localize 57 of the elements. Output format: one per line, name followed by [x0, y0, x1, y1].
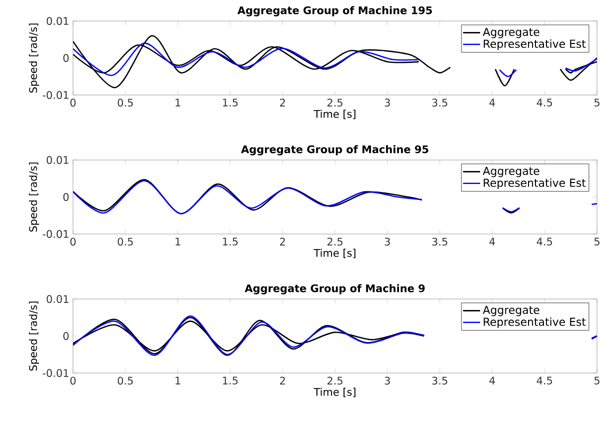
- x-tick-label: 2: [280, 98, 285, 106]
- x-tick-label: 4: [489, 238, 495, 246]
- x-tick-label: 0.5: [118, 238, 133, 246]
- chart-title: Aggregate Group of Machine 95: [241, 145, 428, 156]
- x-tick-label: 1.5: [223, 376, 238, 384]
- chart-title: Aggregate Group of Machine 195: [237, 6, 432, 16]
- legend-label: Aggregate: [482, 306, 540, 316]
- x-tick-label: 0: [70, 238, 76, 246]
- y-tick-label: 0.01: [46, 156, 68, 164]
- y-axis-title: Speed [rad/s]: [28, 162, 40, 232]
- y-tick-label: 0: [63, 193, 69, 201]
- y-axis-title: Speed [rad/s]: [28, 302, 40, 371]
- x-tick-label: 2: [280, 376, 285, 384]
- x-axis-title: Time [s]: [314, 110, 356, 120]
- x-tick-label: 2.5: [327, 98, 342, 107]
- x-tick-label: 3.5: [432, 98, 448, 107]
- x-tick-label: 4.5: [536, 376, 552, 384]
- x-tick-label: 3: [384, 376, 390, 385]
- x-tick-label: 2.5: [327, 376, 342, 385]
- x-tick-label: 0: [70, 98, 76, 107]
- y-tick-label: 0.01: [46, 17, 68, 25]
- x-tick-label: 3.5: [432, 376, 448, 385]
- x-tick-label: 1: [176, 376, 180, 384]
- x-tick-label: 4: [489, 376, 495, 384]
- x-tick-label: 0: [70, 376, 76, 385]
- legend-label: Representative Est: [484, 317, 586, 328]
- legend-label: Aggregate: [482, 28, 540, 38]
- x-tick-label: 5: [594, 238, 600, 246]
- y-tick-label: -0.01: [42, 91, 68, 99]
- y-tick-label: -0.01: [42, 230, 68, 238]
- x-tick-label: 4: [489, 98, 495, 106]
- x-tick-label: 5: [594, 376, 600, 384]
- x-axis-title: Time [s]: [314, 388, 356, 398]
- y-tick-label: 0: [63, 332, 69, 340]
- legend-label: Representative Est: [484, 178, 586, 190]
- y-axis-title: Speed [rad/s]: [28, 24, 40, 93]
- x-tick-label: 1: [176, 98, 180, 106]
- x-tick-label: 2: [280, 238, 285, 246]
- y-tick-label: 0.01: [46, 295, 68, 303]
- x-tick-label: 3.5: [432, 238, 448, 246]
- x-tick-label: 5: [594, 98, 600, 106]
- x-tick-label: 1.5: [223, 98, 238, 106]
- x-axis-title: Time [s]: [314, 248, 356, 258]
- y-tick-label: -0.01: [42, 369, 68, 377]
- x-tick-label: 4.5: [536, 98, 552, 106]
- x-tick-label: 3: [384, 98, 390, 107]
- x-tick-label: 0.5: [118, 98, 133, 107]
- x-tick-label: 1.5: [223, 238, 238, 246]
- x-tick-label: 2.5: [327, 238, 342, 246]
- x-tick-label: 1: [176, 238, 180, 246]
- x-tick-label: 4.5: [536, 238, 552, 246]
- legend-label: Representative Est: [484, 39, 586, 50]
- chart-title: Aggregate Group of Machine 9: [244, 284, 425, 294]
- x-tick-label: 0.5: [118, 376, 133, 385]
- x-tick-label: 3: [384, 238, 390, 246]
- legend-label: Aggregate: [482, 166, 540, 178]
- y-tick-label: 0: [63, 54, 69, 62]
